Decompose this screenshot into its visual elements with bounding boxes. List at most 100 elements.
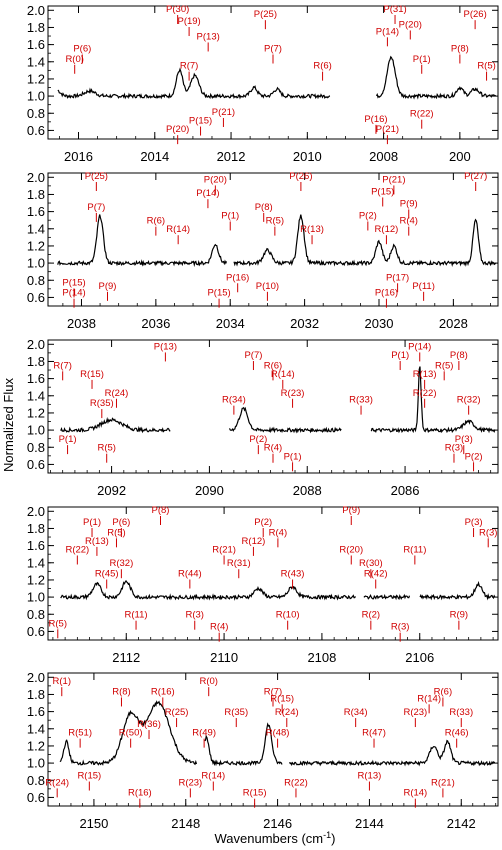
line-id-label: R(4) [269,527,287,538]
y-tick-label: 0.8 [27,106,45,121]
line-id-label: P(16) [364,114,387,125]
y-tick-label: 1.6 [27,371,45,386]
x-tick-label: 2146 [263,816,292,831]
line-id-label: R(25) [165,707,189,718]
line-id-label: R(6) [313,61,331,72]
line-id-label: P(2) [254,517,272,528]
line-id-label: P(21) [382,174,405,185]
y-tick-label: 0.6 [27,457,45,472]
line-id-label: R(43) [281,569,305,580]
y-tick-label: 1.6 [27,704,45,719]
spectrum-line [59,700,496,767]
line-id-label: P(1) [59,434,77,445]
line-id-label: R(35) [224,707,248,718]
line-id-label: R(23) [403,707,427,718]
line-id-label: R(23) [281,388,305,399]
line-id-label: R(15) [270,693,294,704]
line-id-label: R(46) [445,728,469,739]
y-tick-label: 1.4 [27,54,45,69]
line-id-label: P(10) [256,281,279,292]
line-id-label: R(21) [212,544,236,555]
y-tick-label: 0.6 [27,624,45,639]
line-id-label: P(15) [62,277,85,288]
line-id-label: P(15) [207,288,230,299]
line-id-label: R(48) [266,728,290,739]
line-id-label: P(8) [451,43,469,54]
x-tick-label: 2032 [290,316,319,331]
line-id-label: R(14) [403,788,427,799]
line-id-label: R(51) [68,728,92,739]
y-tick-label: 1.0 [27,756,45,771]
spectrum-line [57,214,497,268]
line-id-label: P(30) [166,4,189,15]
line-id-label: R(47) [362,728,386,739]
line-id-label: P(16) [375,288,398,299]
line-id-label: P(7) [264,43,282,54]
line-id-label: P(26) [464,9,487,20]
x-tick-label: 200 [449,149,471,164]
x-tick-label: 2086 [391,483,420,498]
spectrum-panel: 2.0 1.8 1.6 1.4 1.2 1.0 0.8 0.6 2150 2148 2146 2144… [27,670,499,831]
line-id-label: P(21) [212,107,235,118]
x-tick-label: 2108 [307,650,336,665]
x-tick-label: 2016 [64,149,93,164]
y-tick-label: 0.8 [27,773,45,788]
x-tick-label: 2038 [67,316,96,331]
line-id-label: P(14) [196,188,219,199]
line-id-label: R(8) [112,686,130,697]
x-axis-title-end: ) [331,831,335,846]
y-tick-label: 1.0 [27,89,45,104]
y-tick-label: 2.0 [27,504,45,519]
line-id-label: R(21) [431,777,455,788]
line-id-label: R(24) [45,777,69,788]
line-id-label: R(6) [147,216,165,227]
line-id-label: P(3) [465,517,483,528]
line-id-label: R(7) [53,360,71,371]
y-tick-label: 1.4 [27,221,45,236]
line-id-label: P(2) [359,210,377,221]
spectrum-panel: 2.0 1.8 1.6 1.4 1.2 1.0 0.8 0.6 2016 2014 2012 2010… [27,3,499,164]
y-tick-label: 0.6 [27,790,45,805]
line-id-label: R(24) [105,388,129,399]
line-id-label: P(9) [342,505,360,516]
line-id-label: R(11) [403,544,426,555]
line-id-label: R(0) [65,54,83,65]
line-id-label: R(5) [97,443,115,454]
line-id-label: R(5) [266,216,284,227]
y-tick-label: 1.6 [27,538,45,553]
y-tick-label: 1.6 [27,37,45,52]
x-tick-label: 2112 [112,650,140,665]
line-id-label: P(20) [204,174,227,185]
y-tick-label: 1.2 [27,405,45,420]
y-tick-label: 1.0 [27,590,45,605]
line-id-label: R(13) [85,536,109,547]
x-tick-label: 2014 [140,149,169,164]
line-id-label: R(34) [222,395,246,406]
line-id-label: P(16) [226,272,249,283]
line-id-label: R(10) [276,610,300,621]
line-id-label: R(22) [65,544,89,555]
y-tick-label: 1.2 [27,71,45,86]
line-id-label: R(14) [201,771,225,782]
line-id-label: P(2) [465,451,483,462]
line-id-label: R(3) [185,610,203,621]
line-id-label: R(50) [119,728,143,739]
line-id-label: R(3) [391,622,409,633]
line-id-label: R(0) [199,676,217,687]
line-id-label: R(45) [95,569,119,580]
line-id-label: R(12) [242,536,266,547]
line-id-label: P(14) [408,341,431,352]
line-id-label: R(33) [449,707,473,718]
line-id-label: R(5) [477,61,495,72]
line-id-label: R(30) [359,558,383,569]
line-id-label: R(31) [227,558,251,569]
line-id-label: R(22) [410,109,434,120]
spectrum-line [57,55,497,100]
line-id-label: R(3) [445,443,463,454]
line-id-label: R(13) [300,224,324,235]
y-tick-label: 1.4 [27,388,45,403]
spectrum-panel: 2.0 1.8 1.6 1.4 1.2 1.0 0.8 0.6 2092 2090 2088 2086… [27,337,499,498]
line-id-label: P(1) [413,54,431,65]
line-id-label: P(13) [197,31,220,42]
